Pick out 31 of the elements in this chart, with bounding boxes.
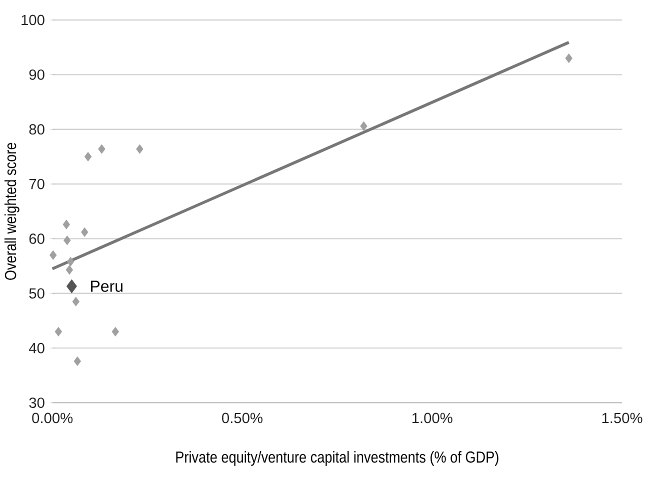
y-tick-label: 30 <box>29 398 44 408</box>
point <box>50 250 57 260</box>
y-tick-label: 50 <box>29 288 44 299</box>
point <box>360 122 368 131</box>
point <box>64 236 71 246</box>
point <box>66 265 73 275</box>
point <box>62 220 70 230</box>
point <box>81 228 88 237</box>
point <box>66 280 77 294</box>
point <box>98 144 106 154</box>
y-tick-label: 100 <box>22 14 44 26</box>
point <box>54 327 62 336</box>
y-axis-title: Overall weighted score <box>4 143 20 280</box>
y-tick-label: 70 <box>29 178 44 190</box>
x-axis-title: Private equity/venture capital investments (% of GDP) <box>176 451 498 466</box>
point <box>565 54 572 64</box>
y-tick-label: 80 <box>29 124 44 135</box>
point <box>84 152 92 162</box>
point <box>72 297 80 306</box>
y-tick-label: 90 <box>29 70 44 80</box>
point <box>136 144 144 154</box>
x-tick-label: 1.50% <box>602 412 642 424</box>
point <box>112 327 119 336</box>
x-tick-label: 0.00% <box>32 412 73 424</box>
y-tick-label: 40 <box>28 343 44 354</box>
x-tick-label: 1.00% <box>412 412 452 424</box>
x-tick-label: 0.50% <box>222 412 262 424</box>
y-tick-label: 60 <box>29 234 44 244</box>
point <box>67 257 74 266</box>
point <box>74 356 81 366</box>
series-label: Peru <box>91 280 122 292</box>
